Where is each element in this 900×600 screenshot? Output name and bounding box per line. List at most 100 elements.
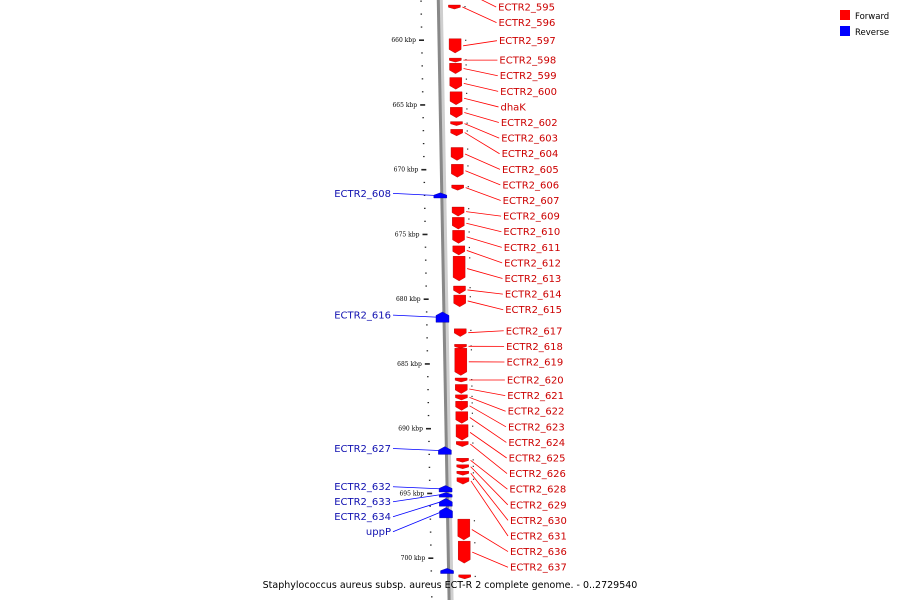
forward-gene-label[interactable]: ECTR2_623 — [508, 422, 565, 433]
forward-gene-arrow — [452, 245, 465, 256]
forward-gene-label[interactable]: ECTR2_628 — [509, 485, 566, 496]
forward-gene-label[interactable]: dhaK — [500, 102, 526, 113]
reverse-gene-label[interactable]: ECTR2_627 — [334, 444, 391, 455]
minor-tick — [431, 596, 433, 598]
reverse-gene-label[interactable]: ECTR2_608 — [334, 189, 391, 200]
minor-tick — [430, 544, 432, 546]
forward-gene-label[interactable]: ECTR2_618 — [506, 342, 563, 353]
forward-gene-arrow — [458, 574, 471, 580]
forward-gene-arrow — [455, 424, 469, 441]
forward-gene-label[interactable]: ECTR2_613 — [504, 274, 561, 285]
minor-tick — [429, 531, 432, 533]
gene-labels: ECTR2_595 ECTR2_596 ECTR2_597 ECTR2_598 ECTR… — [334, 0, 567, 574]
forward-gene-arrow — [453, 294, 466, 308]
gene-marker — [465, 64, 467, 66]
gene-marker — [472, 459, 474, 461]
forward-gene-label[interactable]: ECTR2_597 — [499, 36, 556, 47]
minor-tick — [426, 324, 428, 326]
forward-label-leader — [463, 40, 498, 47]
reverse-gene-arrow — [439, 507, 453, 519]
forward-gene-label[interactable]: ECTR2_619 — [506, 357, 563, 368]
minor-tick — [428, 440, 430, 443]
forward-gene-label[interactable]: ECTR2_621 — [507, 391, 564, 402]
forward-gene-arrow — [456, 477, 470, 485]
gene-marker — [467, 186, 469, 188]
forward-gene-label[interactable]: ECTR2_631 — [510, 531, 567, 542]
forward-gene-label[interactable]: ECTR2_615 — [505, 305, 562, 316]
gene-marker — [471, 385, 473, 387]
minor-tick — [427, 402, 430, 404]
gene-marker — [468, 231, 470, 233]
forward-gene-label[interactable]: ECTR2_636 — [510, 547, 567, 558]
forward-gene-arrow — [449, 91, 463, 105]
legend: Forward Reverse — [840, 10, 889, 38]
gene-marker — [471, 402, 473, 404]
forward-gene-label[interactable]: ECTR2_612 — [504, 258, 561, 269]
reverse-gene-arrow — [439, 498, 453, 507]
forward-label-leader — [468, 330, 504, 334]
forward-gene-label[interactable]: ECTR2_599 — [500, 71, 557, 82]
forward-gene-label[interactable]: ECTR2_629 — [510, 500, 567, 511]
forward-gene-arrow — [448, 38, 462, 54]
tick-label: 675 kbp — [395, 231, 420, 238]
forward-gene-label[interactable]: ECTR2_603 — [501, 134, 558, 145]
forward-gene-label[interactable]: ECTR2_630 — [510, 516, 567, 527]
forward-gene-label[interactable]: ECTR2_606 — [502, 180, 559, 191]
forward-gene-label[interactable]: ECTR2_596 — [499, 18, 556, 29]
forward-label-leader — [466, 211, 502, 217]
forward-gene-label[interactable]: ECTR2_620 — [507, 375, 564, 386]
forward-gene-label[interactable]: ECTR2_602 — [501, 118, 558, 129]
minor-tick — [421, 78, 424, 80]
forward-gene-label[interactable]: ECTR2_626 — [509, 469, 566, 480]
forward-gene-label[interactable]: ECTR2_611 — [504, 243, 561, 254]
major-tick — [423, 298, 429, 300]
reverse-gene-label[interactable]: uppP — [366, 527, 391, 538]
tick-label: 670 kbp — [394, 167, 419, 174]
forward-gene-arrow — [454, 344, 467, 349]
forward-gene-label[interactable]: ECTR2_604 — [502, 149, 559, 160]
minor-tick — [427, 414, 430, 417]
reverse-label-leader — [392, 501, 440, 518]
tick-label: 695 kbp — [399, 490, 424, 497]
forward-gene-label[interactable]: ECTR2_609 — [503, 212, 560, 223]
forward-gene-arrow — [453, 285, 466, 295]
forward-label-leader — [464, 112, 499, 123]
minor-tick — [427, 389, 429, 391]
forward-gene-label[interactable]: ECTR2_637 — [510, 563, 567, 574]
forward-gene-label[interactable]: ECTR2_607 — [503, 196, 560, 207]
forward-gene-label[interactable]: ECTR2_600 — [500, 87, 557, 98]
major-tick — [428, 557, 434, 559]
forward-gene-label[interactable]: ECTR2_595 — [498, 3, 555, 14]
gene-marker — [470, 329, 472, 331]
forward-label-leader — [470, 480, 509, 537]
gene-marker — [468, 246, 470, 249]
forward-label-leader — [466, 236, 502, 248]
gene-marker — [474, 575, 476, 578]
major-tick — [419, 39, 424, 41]
reverse-gene-label[interactable]: ECTR2_633 — [334, 497, 391, 508]
forward-gene-label[interactable]: ECTR2_625 — [509, 453, 566, 464]
reverse-gene-label[interactable]: ECTR2_634 — [334, 512, 391, 523]
reverse-gene-label[interactable]: ECTR2_632 — [334, 482, 391, 493]
reverse-label-leader — [392, 448, 439, 451]
forward-gene-label[interactable]: ECTR2_605 — [502, 165, 559, 176]
forward-label-leader — [462, 6, 497, 23]
forward-gene-label[interactable]: ECTR2_610 — [503, 227, 560, 238]
forward-label-leader — [469, 417, 507, 443]
forward-gene-arrow — [452, 217, 465, 230]
forward-gene-label[interactable]: ECTR2_622 — [508, 407, 565, 418]
minor-tick — [423, 181, 426, 184]
reverse-gene-label[interactable]: ECTR2_616 — [334, 311, 391, 322]
forward-gene-label[interactable]: ECTR2_617 — [506, 326, 563, 337]
forward-gene-arrow — [454, 377, 468, 383]
gene-marker — [467, 165, 469, 167]
gene-marker — [474, 542, 476, 544]
forward-gene-label[interactable]: ECTR2_598 — [499, 56, 556, 67]
forward-gene-label[interactable]: ECTR2_624 — [508, 438, 565, 449]
major-tick — [427, 492, 433, 495]
minor-tick — [424, 259, 427, 261]
forward-gene-arrow — [450, 107, 463, 118]
forward-gene-label[interactable]: ECTR2_614 — [505, 290, 562, 301]
gene-marker — [469, 287, 471, 289]
minor-tick — [425, 272, 427, 274]
